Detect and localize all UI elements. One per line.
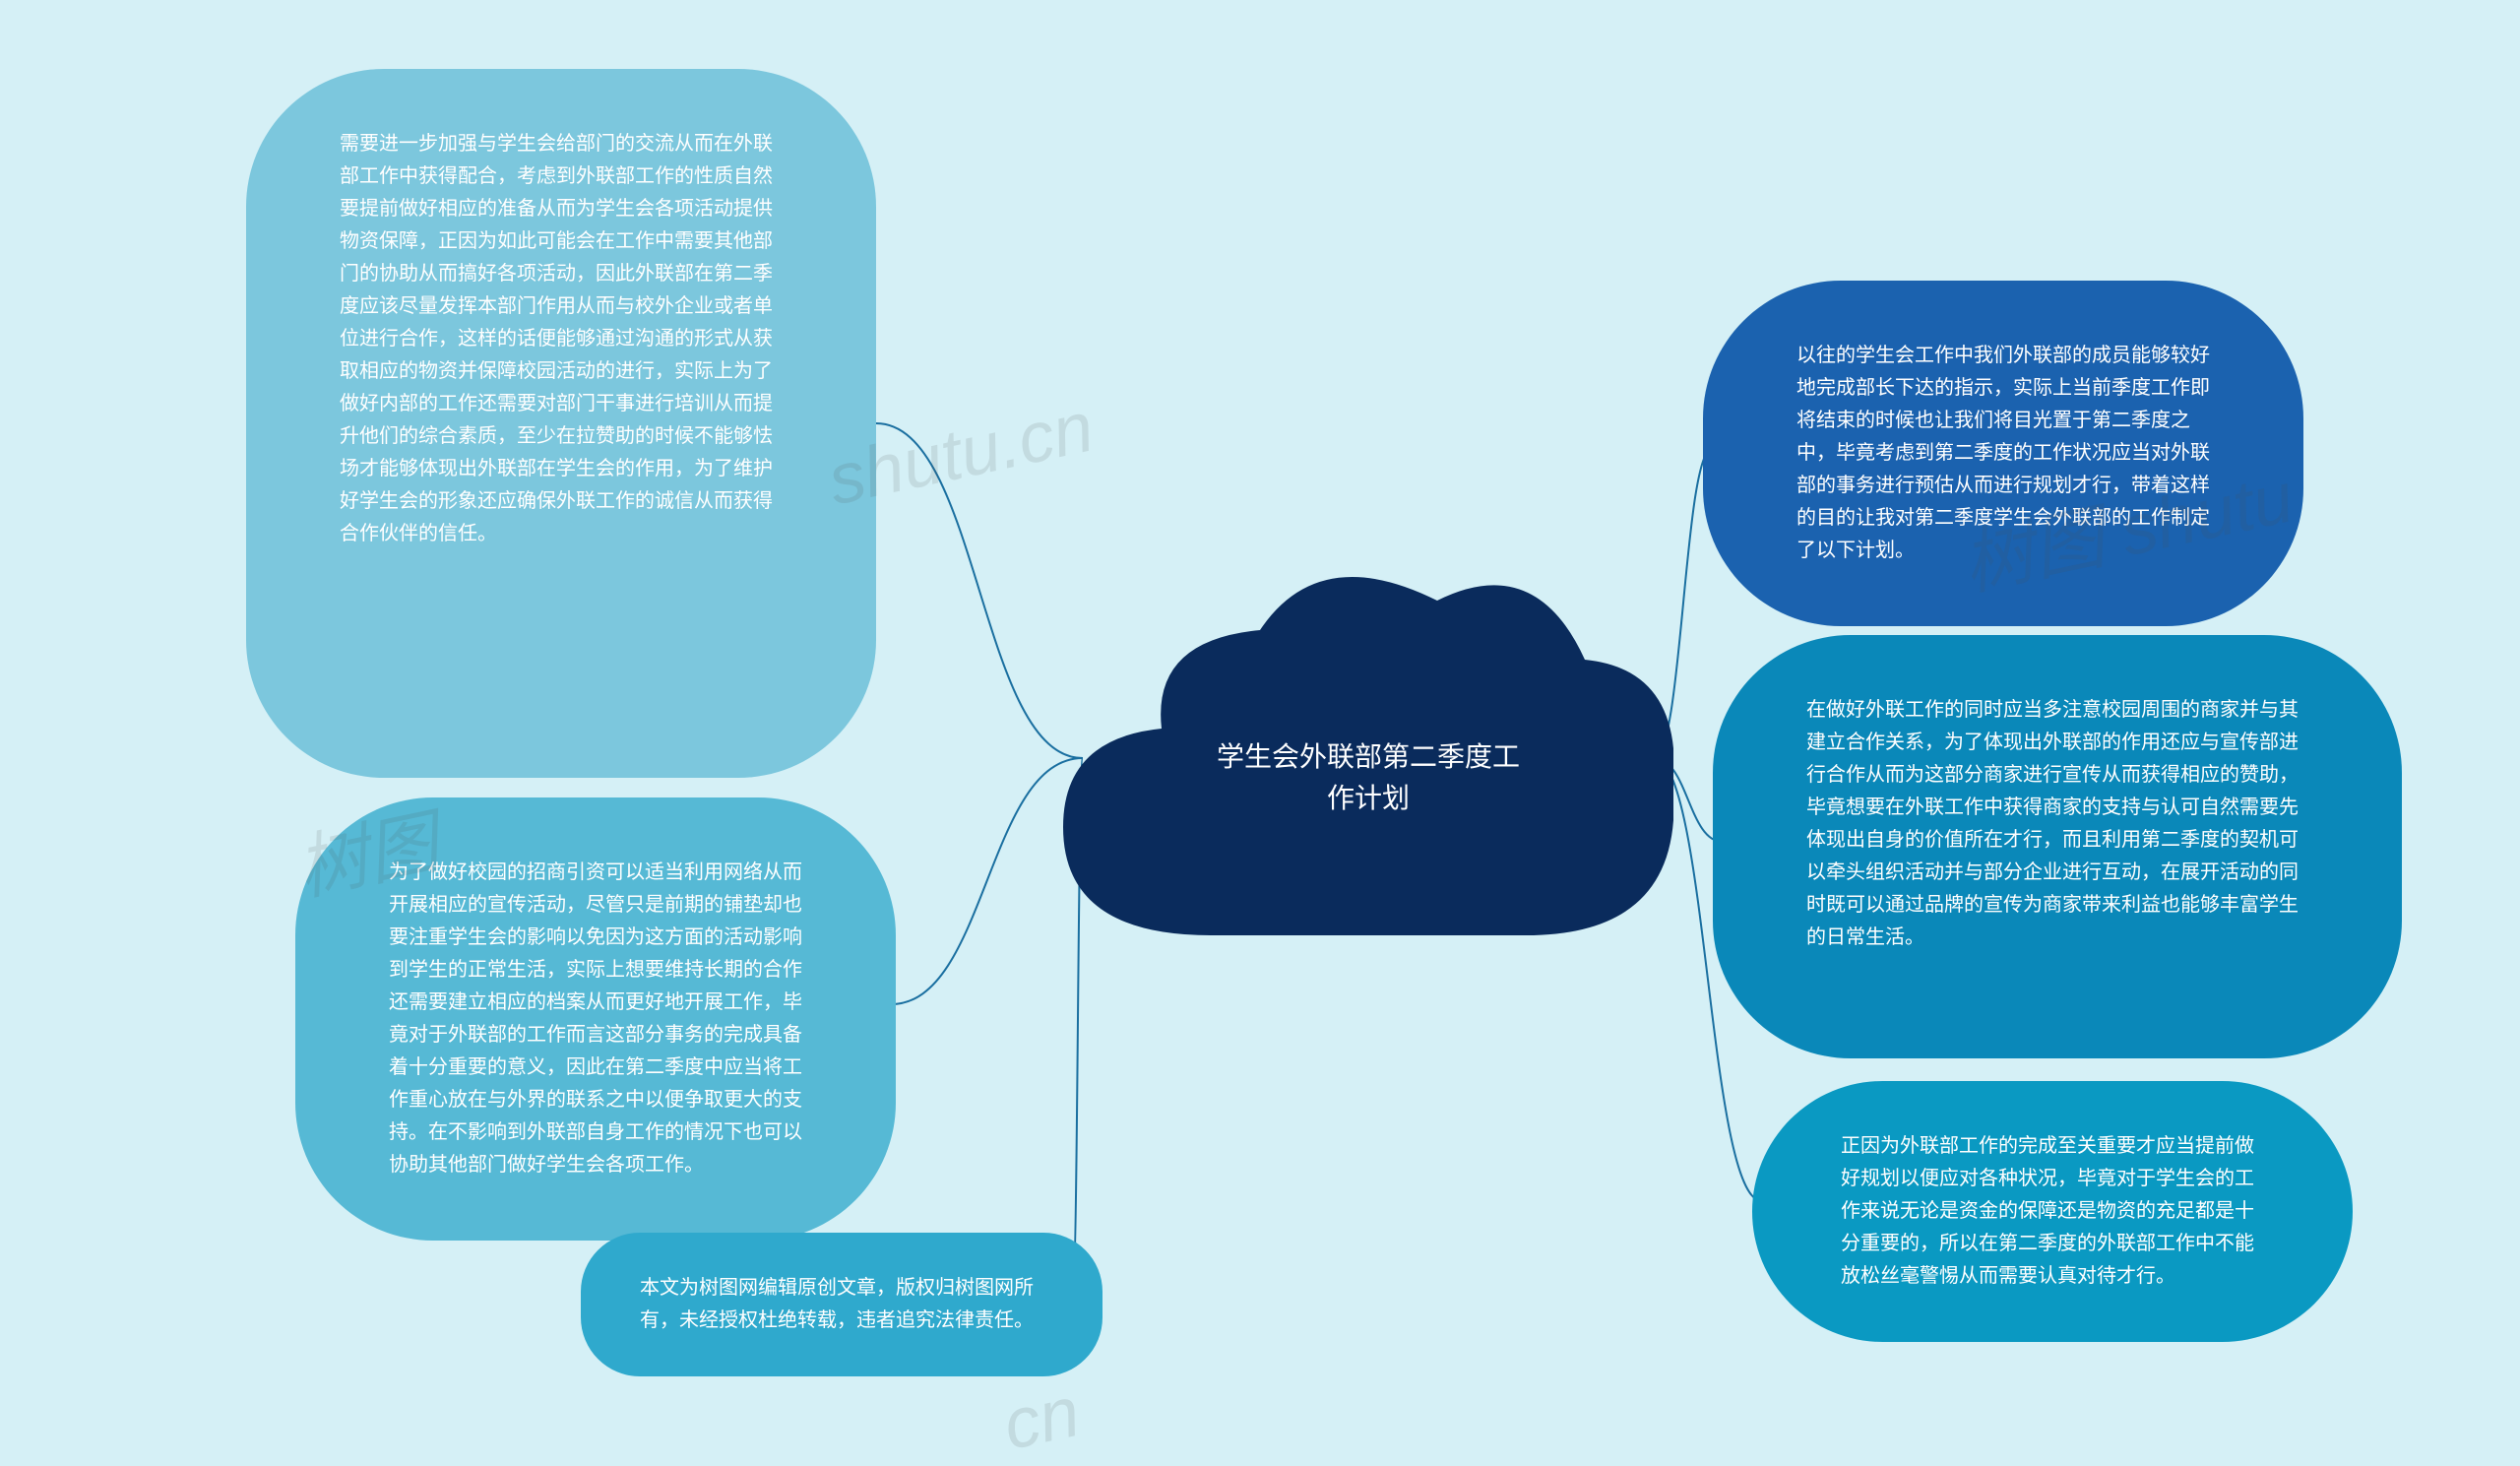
left-node-1[interactable]: 需要进一步加强与学生会给部门的交流从而在外联部工作中获得配合，考虑到外联部工作的… <box>246 69 876 778</box>
center-title-line1: 学生会外联部第二季度工 <box>1217 741 1520 772</box>
left-node-2-text: 为了做好校园的招商引资可以适当利用网络从而开展相应的宣传活动，尽管只是前期的铺垫… <box>295 797 896 1241</box>
right-node-1-text: 以往的学生会工作中我们外联部的成员能够较好地完成部长下达的指示，实际上当前季度工… <box>1703 281 2303 626</box>
left-node-3-text: 本文为树图网编辑原创文章，版权归树图网所有，未经授权杜绝转载，违者追究法律责任。 <box>640 1277 1034 1331</box>
right-node-3-text: 正因为外联部工作的完成至关重要才应当提前做好规划以便应对各种状况，毕竟对于学生会… <box>1752 1081 2353 1342</box>
center-node[interactable]: 学生会外联部第二季度工 作计划 <box>1063 561 1673 935</box>
watermark: cn <box>996 1371 1086 1466</box>
center-title: 学生会外联部第二季度工 作计划 <box>1201 736 1536 819</box>
left-node-1-text: 需要进一步加强与学生会给部门的交流从而在外联部工作中获得配合，考虑到外联部工作的… <box>246 69 876 609</box>
right-node-3[interactable]: 正因为外联部工作的完成至关重要才应当提前做好规划以便应对各种状况，毕竟对于学生会… <box>1752 1081 2353 1342</box>
right-node-2[interactable]: 在做好外联工作的同时应当多注意校园周围的商家并与其建立合作关系，为了体现出外联部… <box>1713 635 2402 1058</box>
right-node-2-text: 在做好外联工作的同时应当多注意校园周围的商家并与其建立合作关系，为了体现出外联部… <box>1713 635 2402 1013</box>
center-title-line2: 作计划 <box>1327 783 1410 813</box>
left-node-3[interactable]: 本文为树图网编辑原创文章，版权归树图网所有，未经授权杜绝转载，违者追究法律责任。 <box>581 1233 1102 1376</box>
right-node-1[interactable]: 以往的学生会工作中我们外联部的成员能够较好地完成部长下达的指示，实际上当前季度工… <box>1703 281 2303 626</box>
left-node-2[interactable]: 为了做好校园的招商引资可以适当利用网络从而开展相应的宣传活动，尽管只是前期的铺垫… <box>295 797 896 1241</box>
